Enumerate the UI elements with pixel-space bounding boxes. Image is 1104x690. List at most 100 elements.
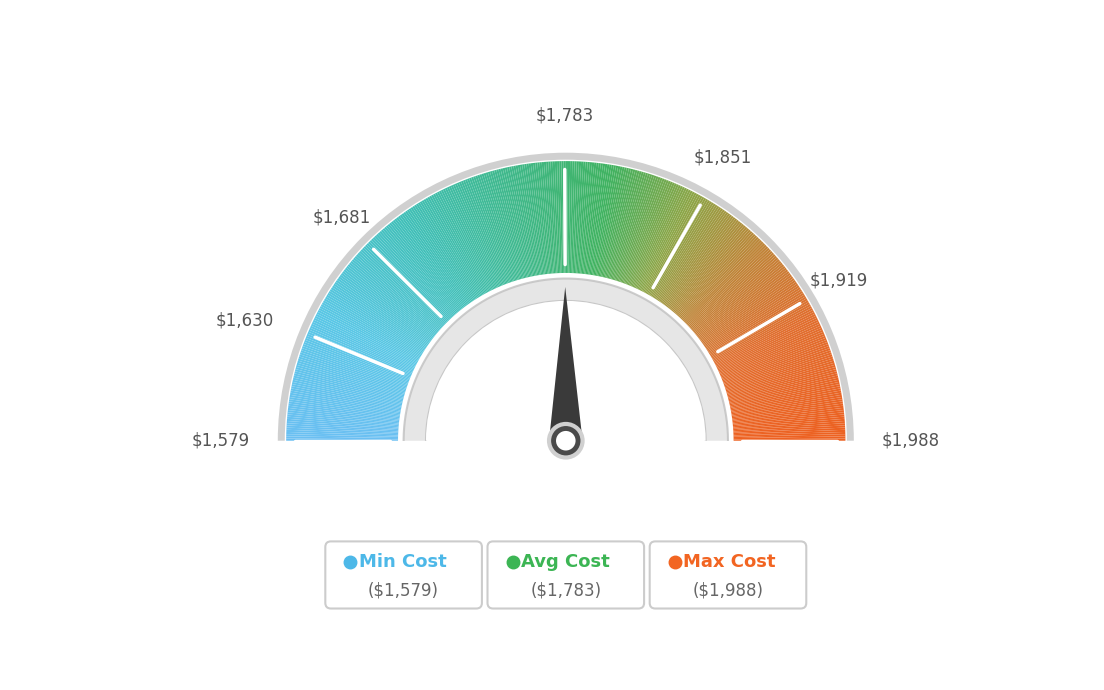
Wedge shape (733, 410, 843, 424)
Wedge shape (673, 227, 747, 313)
Wedge shape (318, 310, 417, 364)
Wedge shape (612, 172, 644, 279)
Wedge shape (652, 201, 712, 297)
Wedge shape (293, 380, 402, 406)
Wedge shape (730, 384, 840, 408)
Wedge shape (328, 293, 424, 353)
Wedge shape (651, 200, 710, 297)
Wedge shape (393, 220, 463, 309)
Wedge shape (656, 205, 718, 299)
Wedge shape (714, 312, 815, 364)
Wedge shape (712, 302, 809, 359)
Wedge shape (574, 161, 581, 273)
Wedge shape (732, 406, 843, 421)
Wedge shape (710, 297, 807, 355)
Wedge shape (605, 169, 634, 278)
Text: Min Cost: Min Cost (359, 553, 447, 571)
Wedge shape (584, 163, 598, 274)
Wedge shape (335, 282, 427, 346)
Wedge shape (331, 287, 425, 350)
Wedge shape (337, 278, 429, 344)
Wedge shape (599, 167, 625, 277)
Wedge shape (619, 175, 657, 282)
Wedge shape (290, 388, 401, 411)
FancyBboxPatch shape (326, 542, 482, 609)
Wedge shape (361, 249, 444, 327)
Wedge shape (640, 190, 692, 291)
Wedge shape (286, 436, 399, 440)
Wedge shape (731, 393, 841, 413)
Wedge shape (495, 170, 524, 279)
Wedge shape (655, 204, 715, 299)
Wedge shape (726, 359, 834, 393)
Wedge shape (287, 415, 399, 426)
Wedge shape (297, 363, 405, 395)
Wedge shape (305, 338, 410, 380)
Wedge shape (570, 161, 574, 273)
Wedge shape (353, 257, 439, 332)
Wedge shape (443, 188, 493, 290)
Wedge shape (437, 192, 490, 292)
Wedge shape (306, 336, 411, 379)
Wedge shape (287, 421, 399, 430)
Wedge shape (380, 231, 455, 316)
Wedge shape (471, 177, 510, 283)
Wedge shape (732, 397, 842, 416)
Wedge shape (402, 213, 468, 305)
Wedge shape (553, 161, 560, 273)
Wedge shape (725, 357, 834, 391)
Wedge shape (657, 206, 720, 301)
Wedge shape (721, 336, 826, 379)
Wedge shape (457, 182, 501, 286)
Wedge shape (278, 152, 853, 441)
Wedge shape (502, 168, 529, 277)
Wedge shape (431, 195, 486, 294)
Wedge shape (733, 417, 845, 428)
Wedge shape (527, 164, 543, 275)
Wedge shape (509, 166, 533, 277)
Wedge shape (336, 280, 428, 345)
Wedge shape (544, 161, 554, 273)
Wedge shape (722, 338, 827, 380)
Wedge shape (498, 169, 527, 278)
Wedge shape (424, 199, 481, 296)
Wedge shape (733, 415, 845, 426)
Wedge shape (710, 298, 808, 357)
Wedge shape (522, 164, 541, 275)
Wedge shape (633, 184, 679, 287)
Text: $1,851: $1,851 (693, 148, 752, 166)
Wedge shape (684, 243, 765, 323)
Wedge shape (708, 293, 804, 353)
Wedge shape (549, 161, 556, 273)
Wedge shape (707, 287, 800, 350)
Wedge shape (671, 222, 742, 310)
Wedge shape (412, 206, 475, 301)
Wedge shape (718, 322, 820, 371)
Wedge shape (307, 334, 411, 377)
Wedge shape (607, 170, 637, 279)
Wedge shape (582, 162, 594, 274)
Wedge shape (708, 291, 803, 352)
Wedge shape (290, 391, 401, 412)
Wedge shape (733, 428, 846, 434)
Wedge shape (588, 164, 605, 275)
Wedge shape (403, 212, 469, 304)
Wedge shape (629, 181, 672, 286)
Wedge shape (365, 244, 446, 324)
Wedge shape (520, 164, 540, 275)
Wedge shape (338, 277, 431, 343)
Wedge shape (635, 186, 683, 288)
Wedge shape (623, 177, 662, 284)
Wedge shape (637, 188, 687, 290)
Wedge shape (298, 359, 405, 393)
Wedge shape (638, 188, 689, 290)
Wedge shape (636, 187, 684, 289)
Wedge shape (500, 168, 528, 277)
Wedge shape (486, 172, 519, 280)
Wedge shape (622, 177, 660, 283)
Wedge shape (645, 194, 699, 293)
Wedge shape (300, 352, 406, 389)
Wedge shape (414, 205, 476, 299)
Wedge shape (696, 262, 783, 335)
Wedge shape (301, 348, 407, 386)
